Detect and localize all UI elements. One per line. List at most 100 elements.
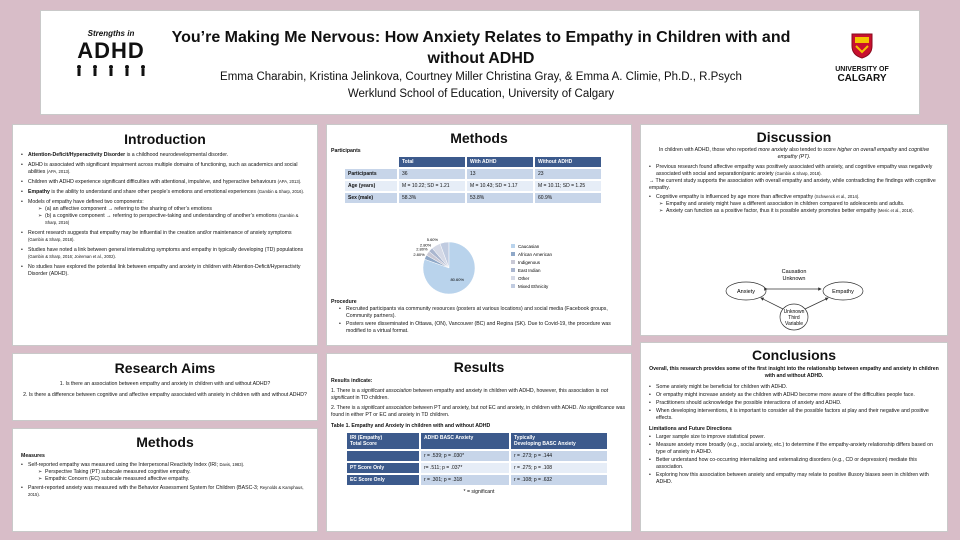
- table-cell: r = .108; p = .632: [514, 477, 553, 484]
- third-variable-label-2: Third: [788, 315, 800, 321]
- table-header-row: IRI (Empathy) Total Score ADHD BASC Anxie…: [347, 433, 607, 450]
- introduction-title: Introduction: [124, 131, 206, 147]
- causation-unknown-label: Unknown: [783, 276, 806, 282]
- row-label: Participants: [348, 171, 377, 178]
- limitations-list: Larger sample size to improve statistica…: [649, 434, 939, 486]
- third-variable-label-1: Unknown: [784, 309, 805, 315]
- table-row: EC Score Only r = .301; p = .318 r = .10…: [347, 475, 607, 486]
- intro-item: Recent research suggests that empathy ma…: [21, 230, 309, 244]
- discussion-subitem: Empathy and anxiety might have a differe…: [659, 201, 939, 208]
- legend-label: Indigenous: [518, 260, 541, 265]
- legend-swatch: [511, 260, 515, 264]
- ethnicity-pie-chart: 2.80%2.80%2.80%5.60%5.60%80.60%Caucasian…: [413, 238, 553, 295]
- limitations-label: Limitations and Future Directions: [649, 426, 732, 433]
- discussion-intro: In children with ADHD, those who reporte…: [658, 147, 930, 161]
- limitation-item: Measure anxiety more broadly (e.g., soci…: [649, 442, 939, 456]
- table-row: PT Score Only r= .511; p = .037* r = .27…: [347, 463, 607, 474]
- logo-right-line2: CALGARY: [837, 73, 887, 84]
- table-cell: 58.3%: [402, 195, 417, 202]
- intro-item: Studies have noted a link between genera…: [21, 247, 309, 261]
- table-header-cell: Without ADHD: [538, 159, 573, 166]
- legend-label: Caucasian: [518, 244, 540, 249]
- row-label: Age (years): [348, 183, 376, 190]
- table-cell: 36: [402, 171, 408, 178]
- table-cell: r = .539; p = .030*: [424, 453, 465, 460]
- conclusions-list: Some anxiety might be beneficial for chi…: [649, 384, 939, 422]
- pie-value-label: 80.60%: [450, 277, 464, 282]
- table-cell: M = 10.43; SD = 1.17: [470, 183, 518, 190]
- conclusion-item: Practitioners should acknowledge the pos…: [649, 400, 939, 407]
- table-row: Sex (male) 58.3% 53.8% 60.9%: [345, 193, 601, 204]
- table-header-cell: Total: [402, 159, 414, 166]
- methods-participants-panel: Methods Participants Total With ADHD Wit…: [326, 124, 632, 346]
- intro-item: No studies have explored the potential l…: [21, 264, 309, 278]
- row-label: Sex (male): [348, 195, 374, 202]
- discussion-list: Previous research found affective empath…: [649, 164, 939, 178]
- results-title: Results: [453, 359, 505, 375]
- table-cell: 13: [470, 171, 476, 178]
- table-cell: r = .301; p = .318: [424, 477, 463, 484]
- table-cell: r = .275; p = .108: [514, 465, 553, 472]
- aim-2: 2. Is there a difference between cogniti…: [23, 392, 307, 399]
- intro-subitem: (b) a cognitive component → referring to…: [38, 213, 309, 227]
- discussion-panel: Discussion In children with ADHD, those …: [640, 124, 948, 336]
- table-row: r = .539; p = .030* r = .273; p = .144: [347, 451, 607, 462]
- pie-value-label: 2.80%: [416, 247, 428, 252]
- result-1: 1. There is a significant association be…: [331, 388, 609, 402]
- introduction-list: Attention-Deficit/Hyperactivity Disorder…: [21, 152, 309, 278]
- table-cell: r = .273; p = .144: [514, 453, 553, 460]
- poster-title: You’re Making Me Nervous: How Anxiety Re…: [171, 29, 791, 67]
- methods-left-title: Methods: [136, 434, 194, 450]
- discussion-list-2: Cognitive empathy is influenced by age m…: [649, 194, 939, 201]
- research-aims-title: Research Aims: [114, 360, 216, 376]
- procedure-item: Posters were disseminated in Ottawa, (ON…: [339, 321, 625, 335]
- conclusions-lead: Overall, this research provides some of …: [649, 366, 939, 380]
- table-header-cell: ADHD BASC Anxiety: [424, 435, 474, 442]
- results-table-title: Table 1. Empathy and Anxiety in children…: [331, 423, 491, 430]
- methods-mid-title: Methods: [450, 130, 508, 146]
- legend-swatch: [511, 276, 515, 280]
- legend-label: Mixed Ethnicity: [518, 284, 549, 289]
- result-2: 2. There is a significant association be…: [331, 405, 626, 419]
- limitation-item: Larger sample size to improve statistica…: [649, 434, 939, 441]
- table-row: Age (years) M = 10.22; SD = 1.21 M = 10.…: [345, 181, 601, 192]
- limitation-item: Better understand how co-occurring inter…: [649, 457, 939, 471]
- measure-subitem: Perspective Taking (PT) subscale measure…: [38, 469, 309, 476]
- table-cell: r= .511; p = .037*: [424, 465, 463, 472]
- table-cell: 23: [538, 171, 544, 178]
- discussion-item: Cognitive empathy is influenced by age m…: [649, 194, 939, 201]
- anxiety-label: Anxiety: [737, 289, 755, 295]
- aim-1: 1. Is there an association between empat…: [59, 381, 271, 387]
- procedure-label: Procedure: [331, 299, 357, 305]
- legend-label: African American: [518, 252, 553, 257]
- anxiety-node: [725, 281, 767, 301]
- discussion-sublist: Empathy and anxiety might have a differe…: [659, 201, 939, 215]
- conclusions-panel: Conclusions Overall, this research provi…: [640, 342, 948, 532]
- discussion-item: Previous research found affective empath…: [649, 164, 939, 178]
- table-header-cell: [345, 157, 397, 168]
- discussion-subitem: Anxiety can function as a positive facto…: [659, 208, 939, 215]
- legend-swatch: [511, 244, 515, 248]
- third-variable-label-3: Variable: [785, 321, 803, 327]
- legend-swatch: [511, 284, 515, 288]
- row-label: EC Score Only: [347, 475, 419, 486]
- third-variable-node: [779, 303, 809, 331]
- poster-affiliation: Werklund School of Education, University…: [347, 88, 615, 100]
- empathy-label: Empathy: [832, 289, 854, 295]
- intro-item: Models of empathy have defined two compo…: [21, 199, 309, 227]
- crest-icon: [851, 33, 873, 59]
- research-aims-panel: Research Aims 1. Is there an association…: [12, 353, 318, 421]
- procedure-item: Recruited participants via community res…: [339, 306, 625, 320]
- table-header-cell: With ADHD: [470, 159, 497, 166]
- results-table: IRI (Empathy) Total Score ADHD BASC Anxie…: [345, 431, 609, 487]
- third-to-empathy-arrow: [804, 297, 829, 310]
- legend-swatch: [511, 252, 515, 256]
- intro-item: Children with ADHD experience significan…: [21, 179, 309, 186]
- results-indicate: Results indicate:: [331, 378, 373, 384]
- participants-label: Participants: [331, 148, 361, 154]
- empathy-node: [822, 281, 864, 301]
- strengths-in-adhd-logo: Strengths in ADHD: [66, 29, 156, 84]
- third-to-anxiety-arrow: [760, 297, 784, 310]
- intro-item: Empathy is the ability to understand and…: [21, 189, 309, 196]
- procedure-list: Recruited participants via community res…: [339, 306, 625, 335]
